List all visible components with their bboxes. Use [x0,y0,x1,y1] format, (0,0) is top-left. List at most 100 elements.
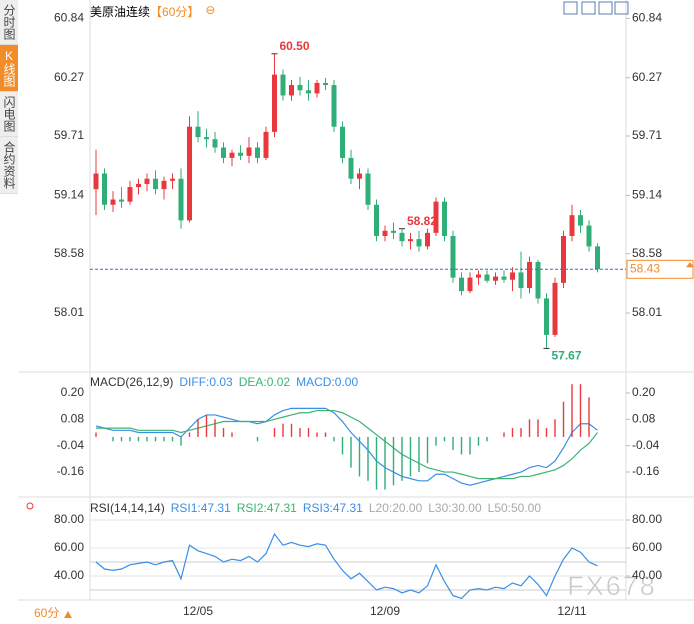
tab[interactable]: K线图 [0,45,18,92]
y-tick-label: 60.84 [54,11,84,25]
candle-body [102,173,107,205]
period-footer[interactable]: 60分 [34,606,59,620]
candle-body [153,178,158,190]
extreme-label: 58.82 [407,214,437,228]
y-tick-label: 60.84 [632,11,662,25]
candle-body [357,173,362,179]
y-tick-label: 40.00 [54,568,84,582]
tool-icon[interactable] [563,1,578,15]
candle-body [280,74,286,96]
candle-body [527,262,532,289]
x-tick-label: 12/09 [370,604,400,618]
candle-body [144,178,150,184]
tool-icon[interactable] [598,1,613,15]
y-tick-label: -0.04 [632,438,660,452]
candle-body [331,85,337,127]
legend-item: DEA:0.02 [238,375,291,389]
candle-body [408,239,413,242]
candle-body [518,272,524,289]
candle-body [221,147,226,158]
legend-item: DIFF:0.03 [179,375,233,389]
indicator-line [95,532,598,600]
background [18,0,694,624]
candle-body [416,239,422,247]
x-tick-label: 12/11 [557,604,586,618]
candle-body [399,232,405,242]
chart-title: 美原油连续 [90,5,151,19]
candle-body [110,199,116,205]
candle-body [552,282,558,335]
y-tick-label: 59.14 [632,188,662,202]
sidebar: 分时图 K线图 闪电图 合约资料 [0,0,18,194]
candle-body [187,126,192,221]
candle-body [586,225,592,247]
y-tick-label: 58.01 [54,305,84,319]
y-tick-label: -0.16 [57,464,85,478]
candle-body [484,274,490,281]
candle-body [263,131,269,158]
current-price-label: 58.43 [630,261,660,275]
candle-body [255,147,260,158]
candle-body [578,215,583,226]
toolbar[interactable] [563,1,629,15]
candle-body [229,152,235,158]
candle-body [238,152,243,156]
candle-body [272,74,277,132]
y-tick-label: 80.00 [632,512,662,526]
y-tick-label: 80.00 [54,512,84,526]
candle-body [510,272,515,280]
candle-body [127,187,133,202]
tool-icon[interactable] [614,1,629,15]
candle-body [476,274,481,278]
candle-body [323,82,328,86]
chart-header: 美原油连续 【60分】 ⊖ [90,3,215,20]
period-toggle[interactable]: ⊖ [205,3,216,17]
chart-period: 【60分】 [150,5,200,19]
candle-body [425,232,430,247]
y-tick-label: 0.20 [61,385,85,399]
y-tick-label: 60.27 [632,70,662,84]
y-tick-label: 59.14 [54,188,84,202]
candle-body [450,235,456,278]
candle-body [391,230,396,233]
candle-body [297,85,303,91]
candle-body [289,85,294,96]
extreme-label: 60.50 [280,39,310,53]
y-tick-label: 58.58 [632,246,662,260]
settings-icon[interactable] [26,502,34,510]
y-tick-label: 60.00 [54,540,84,554]
candle-body [442,201,447,236]
candle-body [119,199,124,202]
y-tick-label: 59.71 [632,128,662,142]
candle-body [535,262,541,299]
candle-body [501,276,507,280]
x-tick-label: 12/05 [183,604,213,618]
candle-body [382,230,388,236]
candle-body [467,277,473,292]
candle-body [93,173,99,190]
legend-item: L50:50.00 [487,501,542,515]
candle-body [561,235,566,283]
tab[interactable]: 合约资料 [0,137,18,194]
candle-body [433,201,439,233]
y-tick-label: 59.71 [54,128,84,142]
y-tick-label: 58.58 [54,246,84,260]
candle-body [178,178,184,221]
y-tick-label: 58.01 [632,305,662,319]
tab[interactable]: 分时图 [0,0,18,45]
legend-item: MACD(26,12,9) [90,375,174,389]
candle-body [374,204,379,236]
tool-icon[interactable] [581,1,596,15]
candle-body [569,215,575,236]
candle-body [544,298,549,335]
candle-body [493,276,498,281]
y-tick-label: 60.27 [54,70,84,84]
legend-item: MACD:0.00 [296,375,359,389]
period-arrow[interactable] [64,611,72,618]
candle-body [314,82,320,94]
tab[interactable]: 闪电图 [0,92,18,137]
candle-body [306,90,311,94]
macd-legend: MACD(26,12,9) DIFF:0.03 DEA:0.02 MACD:0.00 [90,375,358,389]
extreme-label: 57.67 [552,349,582,363]
